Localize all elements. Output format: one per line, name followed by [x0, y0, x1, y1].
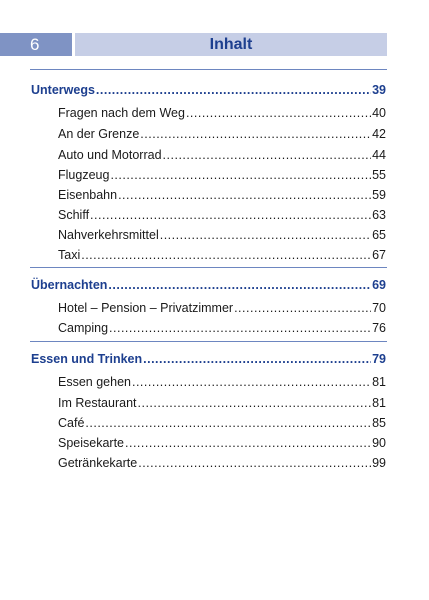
dot-leader: [163, 146, 372, 164]
toc-section-essen[interactable]: Essen und Trinken 79: [31, 350, 386, 368]
toc-section-label: Unterwegs: [31, 83, 95, 97]
dot-leader: [109, 319, 371, 337]
toc-section-page: 39: [372, 83, 386, 97]
toc-entry[interactable]: Flugzeug 55: [58, 166, 386, 184]
toc-entry-page: 65: [372, 228, 386, 242]
toc-entry[interactable]: Hotel – Pension – Privatzimmer 70: [58, 299, 386, 317]
page-title: Inhalt: [209, 36, 253, 53]
toc-entry[interactable]: Essen gehen 81: [58, 373, 386, 391]
toc-section-uebernachten[interactable]: Übernachten 69: [31, 276, 386, 294]
toc-entry-label: Camping: [58, 321, 109, 335]
dot-leader: [186, 104, 371, 122]
toc-entry[interactable]: Schiff 63: [58, 206, 386, 224]
toc-entry-label: Speisekarte: [58, 436, 125, 450]
dot-leader: [118, 186, 371, 204]
toc-entry-label: Essen gehen: [58, 375, 131, 389]
dot-leader: [110, 166, 371, 184]
toc-section-label: Essen und Trinken: [31, 352, 143, 366]
toc-entry-label: Taxi: [58, 248, 81, 262]
toc-entry[interactable]: Eisenbahn 59: [58, 186, 386, 204]
dot-leader: [108, 276, 371, 294]
toc-entry-page: 40: [372, 106, 386, 120]
toc-entry-page: 81: [372, 396, 386, 410]
toc-section-unterwegs[interactable]: Unterwegs 39: [31, 81, 386, 99]
toc-entry[interactable]: Café 85: [58, 414, 386, 432]
dot-leader: [140, 125, 371, 143]
toc-entry[interactable]: Fragen nach dem Weg 40: [58, 104, 386, 122]
dot-leader: [234, 299, 371, 317]
dot-leader: [85, 414, 371, 432]
toc-entry-label: Auto und Motorrad: [58, 148, 162, 162]
toc-entry-label: Café: [58, 416, 85, 430]
toc-entry[interactable]: Camping 76: [58, 319, 386, 337]
toc-entry-page: 76: [372, 321, 386, 335]
top-rule: [30, 69, 387, 70]
toc-entry-page: 55: [372, 168, 386, 182]
toc-entry-label: Hotel – Pension – Privatzimmer: [58, 301, 234, 315]
toc-entry-page: 81: [372, 375, 386, 389]
toc-entry-page: 85: [372, 416, 386, 430]
toc-entry-page: 44: [372, 148, 386, 162]
dot-leader: [138, 394, 372, 412]
toc-entry-page: 67: [372, 248, 386, 262]
toc-entry[interactable]: An der Grenze 42: [58, 125, 386, 143]
dot-leader: [125, 434, 371, 452]
page-header: 6 Inhalt: [0, 33, 387, 56]
toc-entry-page: 70: [372, 301, 386, 315]
toc-entry-label: Getränkekarte: [58, 456, 138, 470]
dot-leader: [132, 373, 371, 391]
toc-entry[interactable]: Auto und Motorrad 44: [58, 146, 386, 164]
title-box: Inhalt: [75, 33, 387, 56]
toc-entry[interactable]: Im Restaurant 81: [58, 394, 386, 412]
dot-leader: [160, 226, 371, 244]
toc-entry-page: 99: [372, 456, 386, 470]
toc-entry-label: Flugzeug: [58, 168, 110, 182]
toc-entry-page: 42: [372, 127, 386, 141]
toc-entry-page: 63: [372, 208, 386, 222]
dot-leader: [143, 350, 371, 368]
dot-leader: [81, 246, 371, 264]
toc-entry-label: Im Restaurant: [58, 396, 137, 410]
toc-entry[interactable]: Nahverkehrsmittel 65: [58, 226, 386, 244]
toc-entry-page: 90: [372, 436, 386, 450]
toc-entry-label: Schiff: [58, 208, 90, 222]
dot-leader: [90, 206, 371, 224]
toc-entry-label: Eisenbahn: [58, 188, 118, 202]
section-divider: [30, 341, 387, 342]
toc-entry-label: Fragen nach dem Weg: [58, 106, 185, 120]
page-number-box: 6: [0, 33, 72, 56]
toc-section-page: 79: [372, 352, 386, 366]
toc-entry-page: 59: [372, 188, 386, 202]
page-number: 6: [30, 35, 40, 54]
toc-section-label: Übernachten: [31, 278, 108, 292]
dot-leader: [138, 454, 371, 472]
dot-leader: [96, 81, 371, 99]
toc-entry[interactable]: Taxi 67: [58, 246, 386, 264]
toc-entry-label: Nahverkehrsmittel: [58, 228, 159, 242]
toc-section-page: 69: [372, 278, 386, 292]
toc-entry-label: An der Grenze: [58, 127, 140, 141]
section-divider: [30, 267, 387, 268]
toc-entry[interactable]: Getränkekarte 99: [58, 454, 386, 472]
toc-entry[interactable]: Speisekarte 90: [58, 434, 386, 452]
